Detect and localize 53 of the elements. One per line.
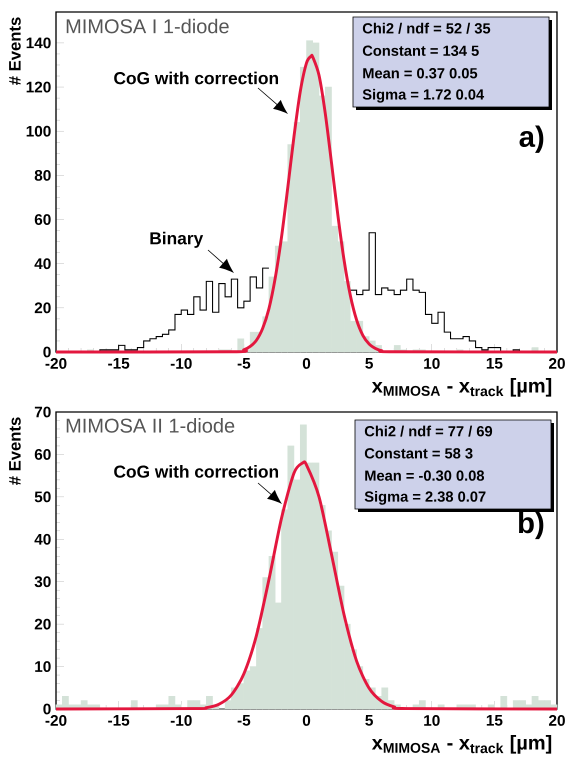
x-tick-label: 5 xyxy=(365,358,373,369)
y-tick-label: 0 xyxy=(43,346,51,358)
y-tick-label: 70 xyxy=(34,406,51,418)
x-tick-label: 0 xyxy=(302,358,310,369)
y-tick-label: 20 xyxy=(34,618,51,630)
x-tick-label: -15 xyxy=(108,358,130,369)
annotation: Constant = 134 5 xyxy=(362,46,479,56)
x-axis-title: x$_{MIMOSA}$ - x$_{track}$ [µm] xyxy=(372,378,552,397)
x-tick-label: -20 xyxy=(46,715,66,726)
x-tick-label: -20 xyxy=(46,358,66,369)
x-tick-label: 20 xyxy=(548,358,565,369)
y-axis-title: # Events xyxy=(9,417,21,485)
x-tick-label: -10 xyxy=(170,358,192,369)
annotation: b) xyxy=(519,512,544,540)
x-tick-label: -5 xyxy=(238,358,250,369)
annotation: Sigma = 1.72 0.04 xyxy=(362,88,484,103)
x-tick-label: -5 xyxy=(238,715,250,726)
chart-title: MIMOSA II 1-diode xyxy=(66,418,234,433)
annotation: a) xyxy=(520,125,544,153)
x-tick-label: 5 xyxy=(365,715,373,726)
x-tick-label: 20 xyxy=(548,715,565,726)
y-tick-label: 140 xyxy=(26,37,51,48)
y-tick-label: 30 xyxy=(34,576,51,588)
x-axis-title: x$_{MIMOSA}$ - x$_{track}$ [µm] xyxy=(372,735,552,754)
chart-title: MIMOSA I 1-diode xyxy=(66,18,229,34)
y-tick-label: 40 xyxy=(34,258,51,270)
series-label: CoG with correction xyxy=(114,465,278,478)
y-tick-label: 10 xyxy=(35,661,51,672)
y-tick-label: 60 xyxy=(34,449,51,460)
annotation: Sigma = 2.38 0.07 xyxy=(364,491,486,505)
y-tick-label: 80 xyxy=(34,170,51,181)
y-tick-label: 100 xyxy=(26,126,51,137)
annotation: Constant = 58 3 xyxy=(364,448,473,459)
x-tick-label: 0 xyxy=(302,715,310,726)
x-tick-label: 15 xyxy=(486,715,502,726)
series-label: Binary xyxy=(150,232,204,248)
annotation: Mean = -0.30 0.08 xyxy=(365,470,484,481)
x-tick-label: -15 xyxy=(108,715,130,726)
y-tick-label: 60 xyxy=(34,214,51,225)
x-tick-label: -10 xyxy=(170,715,192,726)
x-tick-label: 10 xyxy=(424,715,440,726)
x-tick-label: 15 xyxy=(486,358,502,369)
y-tick-label: 0 xyxy=(43,704,51,714)
y-tick-label: 50 xyxy=(34,491,51,502)
x-tick-label: 10 xyxy=(424,358,440,369)
y-tick-label: 40 xyxy=(34,534,51,545)
annotation: Chi2 / ndf = 52 / 35 xyxy=(362,22,490,34)
series-label: CoG with correction xyxy=(114,72,278,84)
y-tick-label: 120 xyxy=(26,82,51,92)
y-tick-label: 20 xyxy=(34,302,51,314)
annotation: Mean = 0.37 0.05 xyxy=(363,68,478,78)
y-axis-title: # Events xyxy=(9,17,21,85)
annotation: Chi2 / ndf = 77 / 69 xyxy=(364,426,492,437)
